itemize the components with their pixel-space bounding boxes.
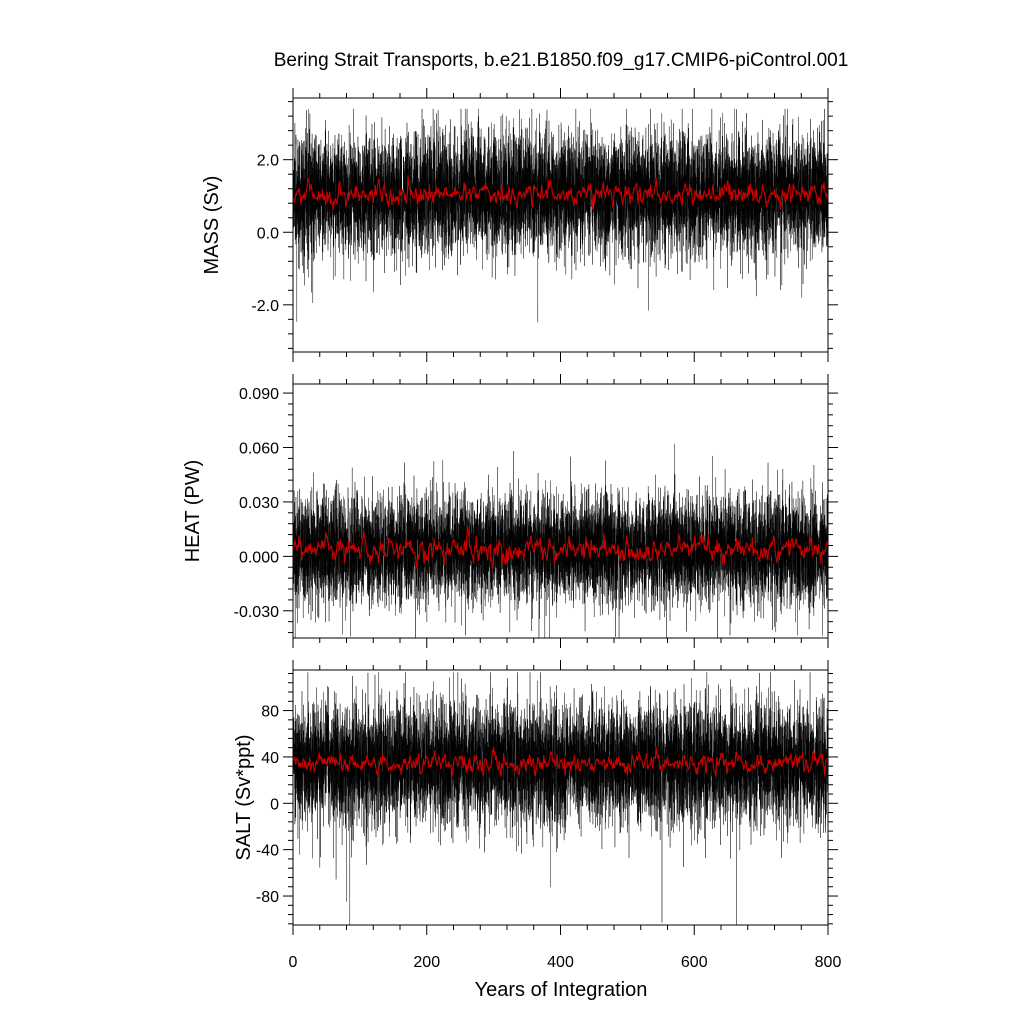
x-tick-labels: 0 200 400 600 800 xyxy=(289,954,842,971)
y-tick-label: 0 xyxy=(270,796,279,813)
y-tick-label: -40 xyxy=(256,843,279,860)
y-tick-label: 0.0 xyxy=(257,225,279,242)
y-tick-label: -80 xyxy=(256,889,279,906)
smoothed-series-line xyxy=(293,175,828,210)
y-tick-label: 0.030 xyxy=(239,495,279,512)
heat-panel: 0.090 0.060 0.030 0.000 -0.030 HEAT (PW) xyxy=(182,374,838,648)
y-tick-label: 0.000 xyxy=(239,549,279,566)
y-tick-label: 40 xyxy=(261,750,279,767)
x-tick-label: 0 xyxy=(289,954,298,971)
y-axis-label: MASS (Sv) xyxy=(201,176,223,275)
y-tick-label: 0.060 xyxy=(239,441,279,458)
y-axis-label: HEAT (PW) xyxy=(182,460,204,563)
y-tick-label: 80 xyxy=(261,704,279,721)
x-tick-label: 200 xyxy=(413,954,440,971)
y-tick-label: 2.0 xyxy=(257,153,279,170)
chart-title: Bering Strait Transports, b.e21.B1850.f0… xyxy=(274,50,849,71)
y-tick-label: 0.090 xyxy=(239,386,279,403)
y-tick-label: -0.030 xyxy=(234,604,279,621)
y-tick-label: -2.0 xyxy=(251,298,279,315)
salt-panel: 80 40 0 -40 -80 SALT (Sv*ppt) xyxy=(233,660,838,935)
x-tick-label: 400 xyxy=(547,954,574,971)
x-tick-label: 800 xyxy=(815,954,842,971)
y-axis-label: SALT (Sv*ppt) xyxy=(233,735,255,861)
x-tick-label: 600 xyxy=(681,954,708,971)
smoothed-series-line xyxy=(293,526,828,569)
smoothed-series-line xyxy=(293,746,828,777)
x-axis-label: Years of Integration xyxy=(475,979,648,1001)
mass-panel: 2.0 0.0 -2.0 MASS (Sv) xyxy=(201,88,838,362)
